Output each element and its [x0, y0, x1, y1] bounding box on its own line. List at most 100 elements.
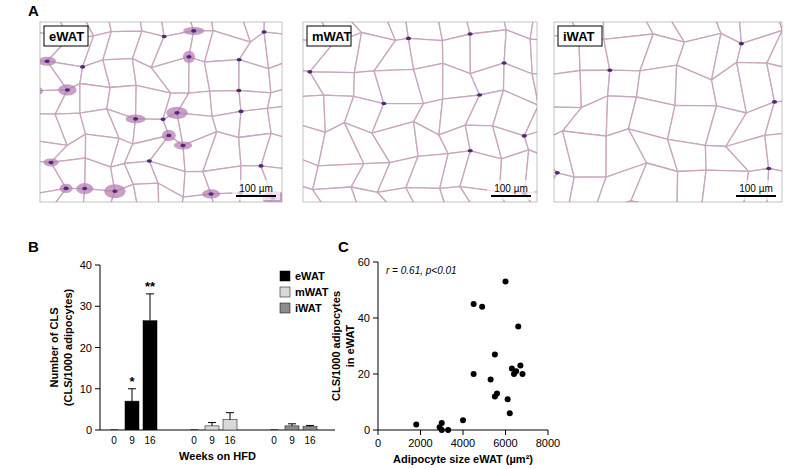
nucleus	[82, 187, 87, 191]
adipocyte	[631, 163, 678, 202]
infiltrate	[202, 189, 220, 198]
error-cap	[288, 423, 296, 424]
bar	[223, 420, 237, 430]
adipocyte	[563, 131, 607, 177]
error-cap	[110, 430, 118, 431]
point	[517, 363, 523, 369]
adipocyte	[105, 22, 142, 32]
image-background	[40, 22, 282, 202]
adipocyte	[608, 70, 640, 97]
adipocyte	[530, 39, 537, 74]
nucleus	[65, 88, 70, 92]
x-axis	[378, 430, 548, 431]
infiltrate	[104, 184, 126, 198]
nucleus	[237, 58, 242, 62]
adipocyte	[384, 22, 409, 40]
adipocyte	[310, 72, 355, 97]
image-label: iWAT	[563, 29, 595, 44]
point	[445, 427, 451, 433]
micrograph	[40, 22, 282, 202]
adipocyte	[414, 63, 443, 103]
nucleus	[739, 42, 744, 46]
adipocyte	[239, 60, 271, 93]
image-frame	[554, 22, 782, 202]
x-tick-label: 16	[304, 435, 316, 446]
micrograph	[554, 22, 782, 202]
point	[513, 368, 519, 374]
adipocyte	[675, 65, 717, 106]
adipocyte	[524, 99, 537, 136]
nucleus	[80, 65, 85, 69]
nucleus	[502, 61, 507, 65]
bar	[267, 430, 281, 431]
significance: *	[129, 374, 135, 389]
scale-bar-bg	[732, 180, 780, 200]
y-tick-label: 0	[86, 424, 92, 436]
adipocyte	[554, 71, 581, 108]
scale-bar-label: 100 µm	[239, 183, 273, 194]
legend-swatch	[280, 287, 290, 297]
point	[460, 417, 466, 423]
adipocyte	[403, 22, 442, 41]
legend-swatch	[280, 271, 290, 281]
scale-bar	[491, 195, 531, 197]
bar	[125, 401, 139, 430]
nucleus	[406, 37, 411, 41]
adipocyte	[470, 63, 504, 95]
x-tick-label: 0	[191, 435, 197, 446]
x-tick	[378, 430, 379, 435]
adipocyte	[372, 122, 418, 163]
nucleus	[381, 102, 386, 106]
micrograph	[303, 22, 537, 202]
x-tick-label: 0	[375, 437, 381, 449]
infiltrate	[76, 183, 93, 194]
error-cap	[226, 412, 234, 413]
x-tick-label: 9	[289, 435, 295, 446]
bar	[285, 426, 299, 430]
point	[503, 279, 509, 285]
error-bar	[306, 425, 314, 426]
nucleus	[477, 93, 482, 97]
infiltrate	[162, 130, 176, 142]
y-tick-label: 40	[80, 259, 92, 271]
y-axis-title: Number of CLS	[48, 307, 60, 387]
nucleus	[133, 117, 138, 121]
nucleus	[468, 32, 473, 36]
scale-bar-bg	[232, 180, 280, 200]
infiltrate	[43, 158, 58, 166]
image-label: mWAT	[312, 29, 352, 44]
adipocyte	[668, 139, 707, 171]
error-cap	[306, 425, 314, 426]
nucleus	[555, 171, 560, 175]
nucleus	[48, 161, 53, 165]
panel-label: C	[338, 238, 349, 255]
y-tick	[95, 430, 100, 431]
scale-bar	[736, 195, 776, 197]
y-tick	[95, 306, 100, 307]
nucleus	[186, 55, 191, 59]
x-tick-label: 9	[129, 435, 135, 446]
nucleus	[180, 144, 185, 148]
y-tick-label: 20	[358, 368, 370, 380]
image-label-box	[307, 26, 351, 46]
image-label: eWAT	[49, 29, 84, 44]
nucleus	[236, 89, 241, 93]
adipocyte	[269, 61, 282, 93]
x-tick-label: 8000	[536, 437, 560, 449]
nucleus	[766, 167, 771, 171]
annotation: r = 0.61, p<0.01	[386, 265, 457, 276]
x-tick	[420, 430, 421, 435]
error-cap	[270, 430, 278, 431]
point	[515, 323, 521, 329]
adipocyte	[205, 60, 240, 91]
nucleus	[191, 29, 196, 33]
error-bar	[128, 389, 136, 401]
adipocyte	[563, 96, 608, 136]
error-bar	[208, 423, 216, 426]
nucleus	[607, 68, 612, 72]
plot-area	[413, 279, 525, 433]
adipocyte	[726, 135, 769, 171]
point	[494, 391, 500, 397]
x-axis-title: Adipocyte size eWAT (µm²)	[393, 453, 533, 465]
y-tick-label: 60	[358, 256, 370, 268]
